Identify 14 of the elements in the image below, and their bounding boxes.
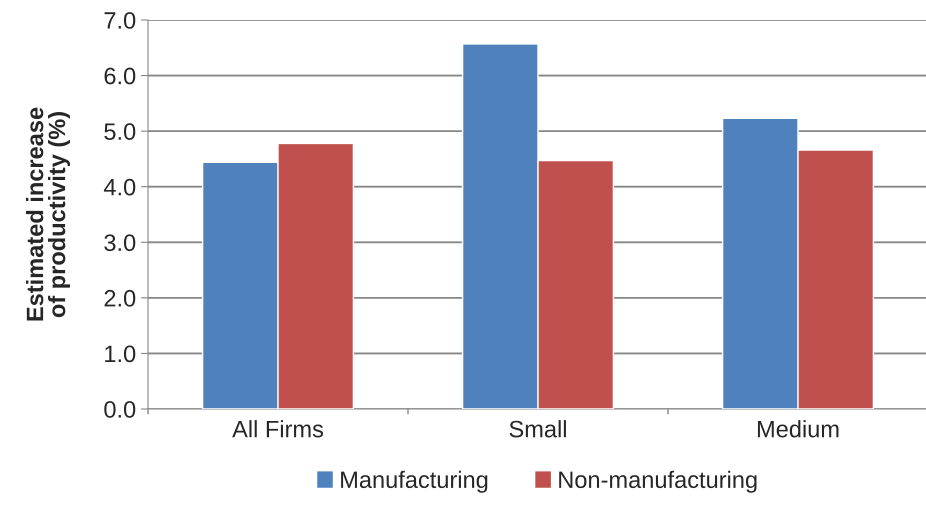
x-tick-label: All Firms (232, 420, 324, 438)
y-tick-label: 4.0 (104, 178, 136, 196)
y-tick-label: 7.0 (104, 12, 136, 29)
y-tick-label: 0.0 (104, 401, 136, 418)
legend-label: Manufacturing (341, 470, 488, 493)
y-tick-label: 1.0 (105, 345, 136, 362)
x-tick-label: Small (510, 420, 566, 438)
y-tick-label: 3.0 (104, 234, 136, 252)
y-tick-label: 6.0 (104, 68, 136, 84)
y-axis-title: Estimated increase of productivity (%) (26, 108, 70, 321)
y-tick-label: 2.0 (104, 290, 136, 307)
x-tick-label: Medium (758, 420, 838, 438)
y-tick-label: 5.0 (104, 123, 136, 140)
legend-label: Non-manufacturing (559, 470, 757, 493)
